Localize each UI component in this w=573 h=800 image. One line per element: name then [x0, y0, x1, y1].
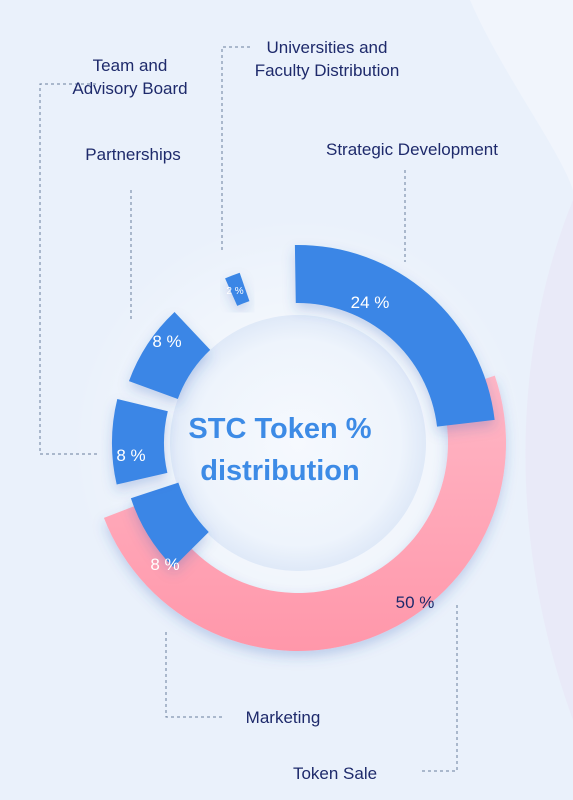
value-label-strategic-development: 24 % [351, 293, 390, 312]
category-label-line: Partnerships [85, 145, 181, 164]
leader-line-team-and-advisory-board [39, 83, 98, 455]
value-label-marketing: 8 % [150, 555, 179, 574]
chart-title-line-1: STC Token % [188, 413, 372, 445]
donut-hole [170, 315, 426, 571]
category-label-line: Universities and [266, 38, 388, 57]
value-label-team-and-advisory-board: 8 % [116, 446, 145, 465]
segment-partnerships [128, 312, 211, 400]
category-label-line: Team and [92, 56, 168, 75]
value-label-partnerships: 8 % [152, 332, 181, 351]
leader-line-token-sale [422, 605, 458, 772]
category-label-line: Strategic Development [326, 140, 498, 159]
segment-marketing [130, 482, 209, 568]
donut-segments [103, 245, 506, 651]
value-label-universities-and-faculty-distribution: 2 % [226, 286, 243, 297]
segment-team-and-advisory-board [112, 398, 168, 485]
leader-lines [39, 46, 458, 772]
leader-line-marketing [165, 632, 222, 718]
category-label-line: Marketing [245, 708, 321, 727]
category-label-partnerships: Partnerships [58, 143, 208, 166]
segment-token-sale [103, 375, 506, 651]
segment-strategic-development [294, 245, 495, 427]
category-label-team-and-advisory-board: Team and Advisory Board [40, 54, 220, 100]
segment-universities-and-faculty-distribution [225, 272, 250, 306]
chart-title-line-2: distribution [200, 455, 360, 487]
category-label-marketing: Marketing [228, 706, 338, 729]
category-label-universities-and-faculty-distribution: Universities and Faculty Distribution [232, 36, 422, 82]
category-label-token-sale: Token Sale [290, 762, 380, 785]
category-label-line: Token Sale [292, 764, 378, 783]
category-label-line: Faculty Distribution [254, 61, 400, 80]
value-labels: 24 % 50 % 8 % 8 % 8 % 2 % [116, 286, 434, 612]
chart-title: STC Token % distribution [158, 408, 402, 492]
value-label-token-sale: 50 % [396, 593, 435, 612]
category-label-line: Advisory Board [72, 79, 188, 98]
category-label-strategic-development: Strategic Development [302, 138, 522, 161]
